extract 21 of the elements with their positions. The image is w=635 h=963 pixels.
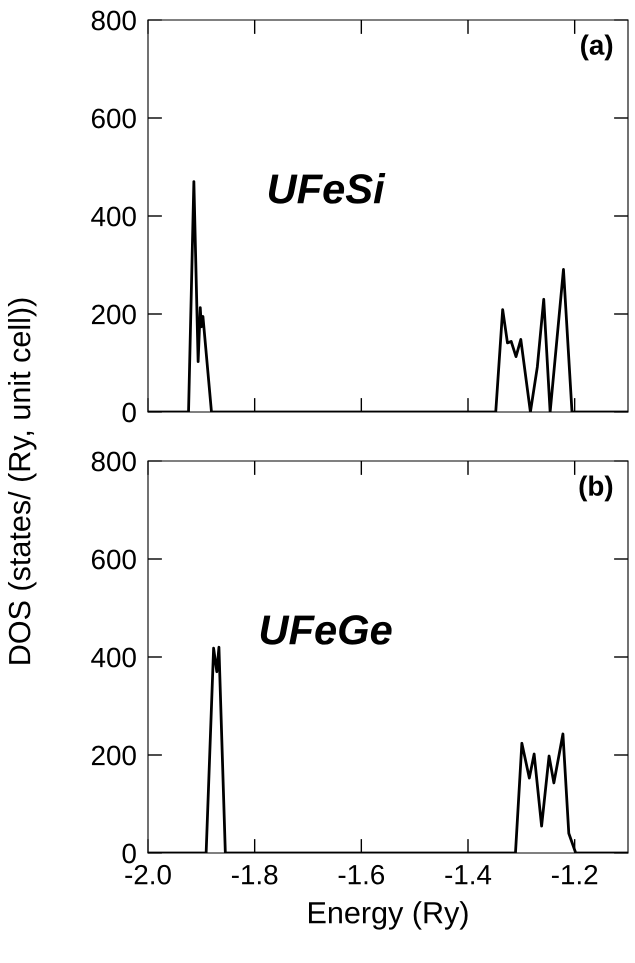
y-tick-label: 0 (122, 844, 136, 864)
y-tick-label: 400 (91, 206, 136, 226)
y-tick-label: 200 (92, 746, 136, 766)
x-tick-label: -1.6 (338, 864, 384, 885)
x-tick-label: -1.4 (445, 865, 492, 884)
annotation: UFeSi (268, 173, 386, 204)
y-axis-title: DOS (states/ (Ry, unit cell)) (8, 298, 36, 664)
y-tick-label: 600 (92, 108, 136, 128)
y-tick-label: 600 (92, 550, 136, 570)
x-axis-title: Energy (Ry) (309, 901, 468, 930)
annotation: (b) (580, 475, 612, 502)
y-tick-label: 200 (92, 304, 136, 324)
annotation: UFeGe (260, 615, 392, 645)
x-tick-label: -1.2 (552, 864, 598, 884)
x-tick-label: -2.0 (125, 864, 171, 885)
y-tick-label: 800 (92, 452, 136, 472)
y-tick-label: 800 (92, 10, 136, 30)
x-tick-label: -1.8 (232, 864, 278, 885)
annotation: (a) (581, 34, 612, 60)
y-tick-label: 0 (122, 402, 136, 422)
y-tick-label: 400 (91, 648, 136, 668)
